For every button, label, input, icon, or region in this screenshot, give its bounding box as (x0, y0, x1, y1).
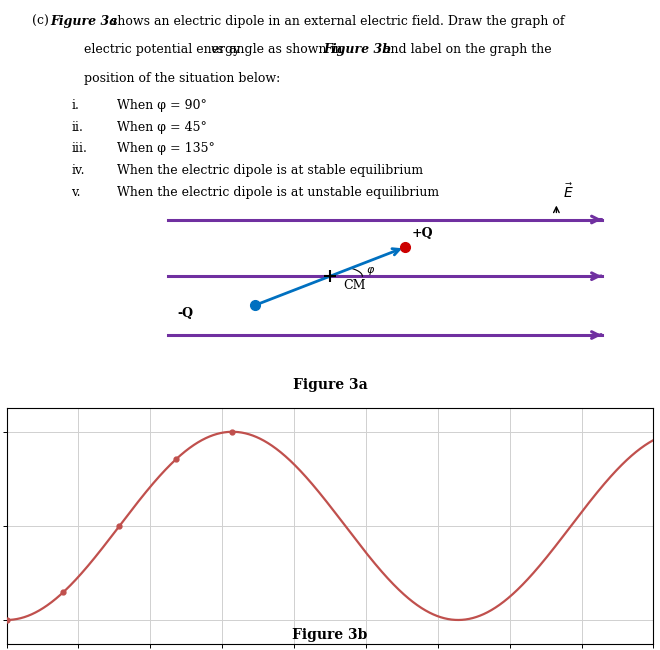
Text: v.: v. (71, 186, 81, 199)
Text: When φ = 45°: When φ = 45° (117, 121, 207, 134)
Text: (c): (c) (32, 15, 53, 28)
Text: position of the situation below:: position of the situation below: (84, 72, 280, 85)
Text: $\varphi$: $\varphi$ (366, 265, 375, 277)
Text: i.: i. (71, 99, 79, 112)
Text: iv.: iv. (71, 164, 84, 177)
Text: CM: CM (343, 279, 366, 292)
Text: vs: vs (211, 44, 224, 57)
Text: angle as shown in: angle as shown in (225, 44, 346, 57)
Text: Figure 3b: Figure 3b (323, 44, 391, 57)
Text: When φ = 135°: When φ = 135° (117, 142, 214, 155)
Text: $\vec{E}$: $\vec{E}$ (563, 182, 574, 201)
Text: Figure 3a: Figure 3a (292, 378, 368, 392)
Text: electric potential energy: electric potential energy (84, 44, 244, 57)
Text: Figure 3a: Figure 3a (51, 15, 118, 28)
Text: ii.: ii. (71, 121, 83, 134)
Text: -Q: -Q (178, 307, 193, 320)
Text: shows an electric dipole in an external electric field. Draw the graph of: shows an electric dipole in an external … (107, 15, 564, 28)
Text: When the electric dipole is at unstable equilibrium: When the electric dipole is at unstable … (117, 186, 439, 199)
Text: Figure 3b: Figure 3b (292, 628, 368, 642)
Text: iii.: iii. (71, 142, 87, 155)
Text: When φ = 90°: When φ = 90° (117, 99, 207, 112)
Text: When the electric dipole is at stable equilibrium: When the electric dipole is at stable eq… (117, 164, 422, 177)
Text: +Q: +Q (411, 227, 433, 240)
Text: and label on the graph the: and label on the graph the (379, 44, 551, 57)
